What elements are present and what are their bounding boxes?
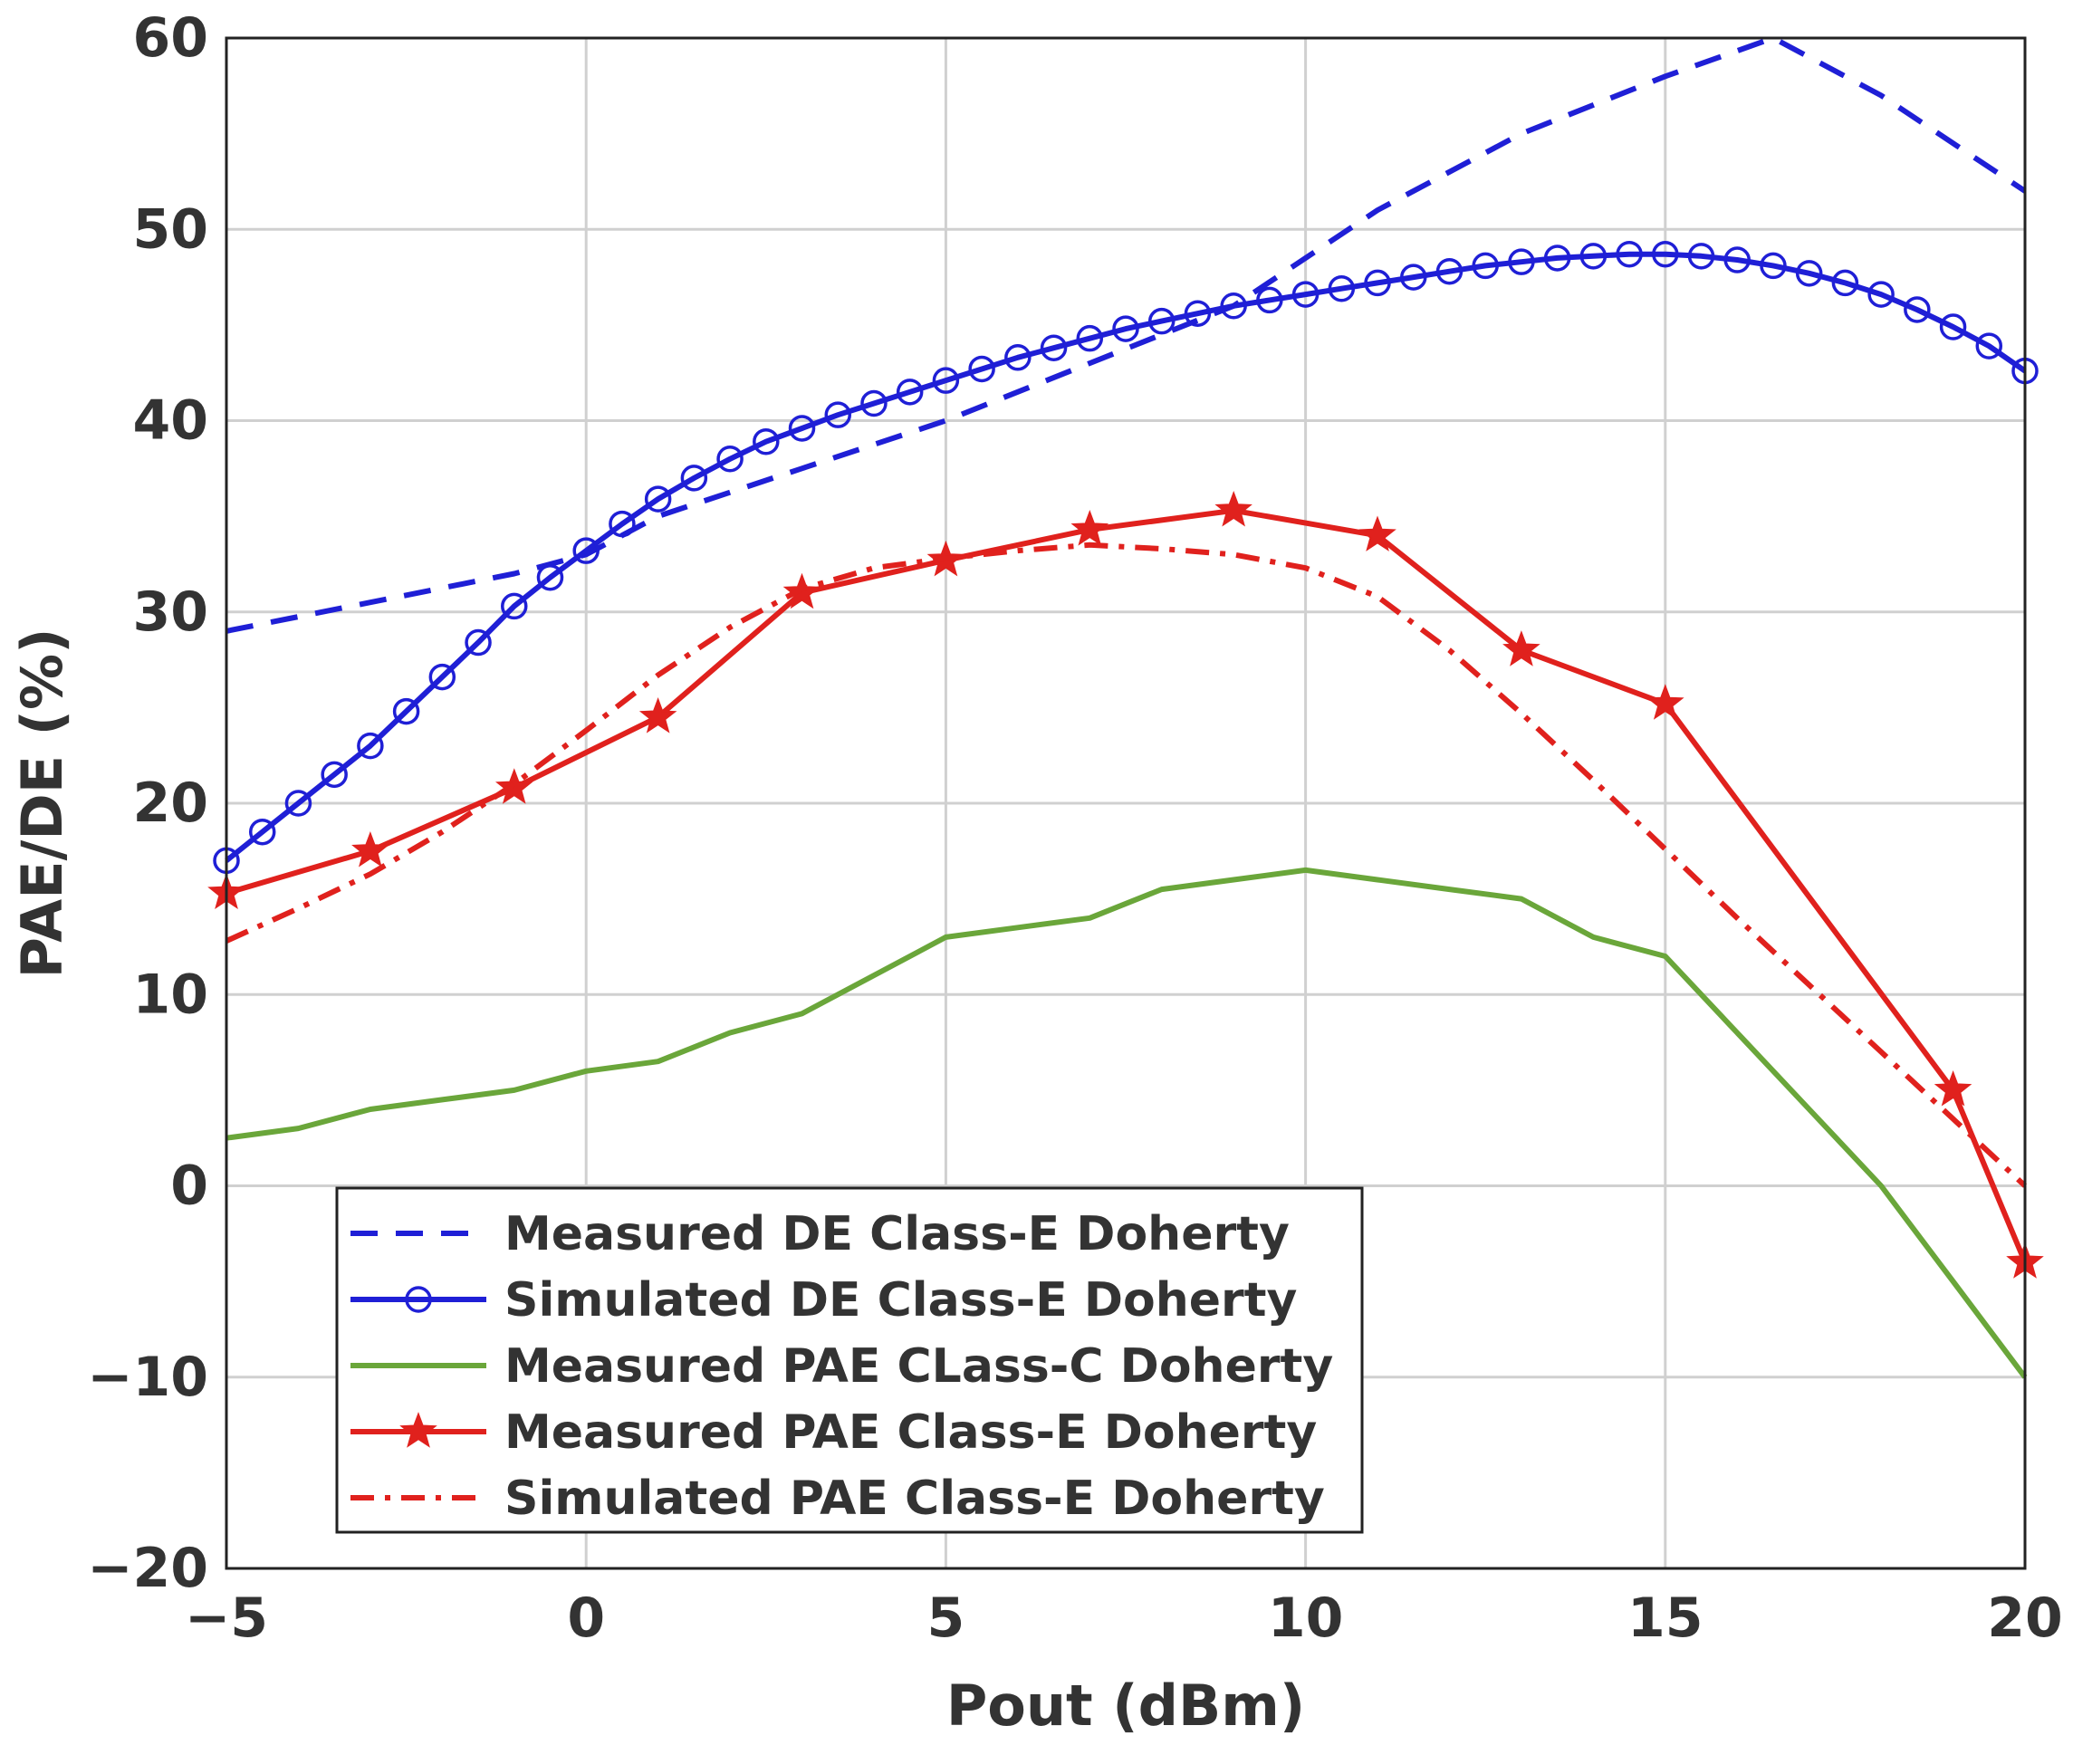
data-point-marker <box>1904 296 1931 323</box>
x-tick-label: 10 <box>1268 1587 1344 1650</box>
data-point-marker <box>1646 684 1684 720</box>
legend-item: Measured PAE CLass-C Doherty <box>350 1339 1333 1394</box>
data-point-marker <box>1358 515 1396 551</box>
data-point-marker <box>1291 281 1320 308</box>
data-point-marker <box>572 537 600 564</box>
data-point-marker <box>1831 269 1859 297</box>
data-point-marker <box>465 628 492 657</box>
data-point-marker <box>1687 243 1715 270</box>
data-point-marker <box>788 415 816 442</box>
legend-label: Simulated DE Class-E Doherty <box>504 1273 1297 1328</box>
data-point-marker <box>753 427 780 455</box>
data-point-marker <box>1076 324 1104 352</box>
data-point-marker <box>860 389 888 417</box>
legend-item: Measured DE Class-E Doherty <box>350 1207 1290 1261</box>
legend-label: Measured DE Class-E Doherty <box>504 1207 1290 1261</box>
tick-labels: −5 0 5 10 15 20 −20 −10 0 10 20 30 40 50 60 <box>87 6 2063 1650</box>
x-tick-label: −5 <box>185 1587 268 1650</box>
data-point-marker <box>1400 264 1427 291</box>
legend-label: Measured PAE Class-E Doherty <box>504 1405 1317 1460</box>
legend-marker <box>405 1286 432 1313</box>
data-point-marker <box>1214 490 1252 527</box>
data-point-marker <box>1508 248 1535 275</box>
data-point-marker <box>351 830 389 868</box>
data-point-marker <box>1328 274 1356 302</box>
data-point-marker <box>1147 307 1176 335</box>
y-tick-label: 50 <box>133 197 209 261</box>
y-tick-label: 10 <box>133 963 209 1026</box>
x-tick-label: 5 <box>927 1587 965 1650</box>
legend-marker <box>399 1412 437 1448</box>
series-measured-de-class-e-doherty <box>226 35 2027 634</box>
data-point-marker <box>644 485 672 513</box>
series-line <box>225 542 2028 1188</box>
data-point-marker <box>1040 334 1068 361</box>
axes-frame <box>225 36 2027 1570</box>
y-tick-label: 0 <box>170 1155 208 1218</box>
data-point-marker <box>1502 630 1540 666</box>
data-point-marker <box>248 818 276 846</box>
legend-item: Simulated PAE Class-E Doherty <box>350 1472 1325 1526</box>
legend-item: Simulated DE Class-E Doherty <box>350 1273 1297 1328</box>
data-point-marker <box>1760 252 1787 280</box>
series-simulated-pae-class-e-doherty <box>225 542 2028 1188</box>
data-point-marker <box>1652 240 1679 268</box>
legend: Measured DE Class-E Doherty Simulated DE … <box>335 1186 1364 1534</box>
data-point-marker <box>1112 315 1139 342</box>
data-point-marker <box>1070 510 1109 546</box>
y-tick-label: −20 <box>87 1537 208 1600</box>
data-point-marker <box>1256 286 1283 314</box>
data-point-marker <box>1543 244 1571 272</box>
y-tick-label: −10 <box>87 1346 208 1409</box>
data-point-marker <box>1220 292 1247 320</box>
x-tick-label: 20 <box>1987 1587 2063 1650</box>
data-point-marker <box>1934 1070 1972 1107</box>
series-layer <box>207 35 2044 1379</box>
data-point-marker <box>284 790 312 817</box>
data-point-marker <box>1795 260 1823 287</box>
data-point-marker <box>1867 281 1895 308</box>
y-tick-label: 20 <box>133 772 209 835</box>
series-measured-pae-class-c-doherty <box>226 867 2028 1379</box>
data-point-marker <box>1975 332 2003 360</box>
data-point-marker <box>932 367 960 394</box>
data-point-marker <box>357 732 384 760</box>
data-point-marker <box>1939 313 1967 340</box>
data-point-marker <box>1723 246 1751 273</box>
x-axis-label: Pout (dBm) <box>946 1673 1305 1739</box>
data-point-marker <box>1364 269 1391 297</box>
data-point-marker <box>638 697 677 733</box>
data-point-marker <box>321 761 348 789</box>
data-point-marker <box>536 563 564 591</box>
data-point-marker <box>1579 243 1608 270</box>
data-point-marker <box>968 355 995 383</box>
series-line <box>226 35 2027 634</box>
legend-label: Measured PAE CLass-C Doherty <box>504 1339 1333 1394</box>
data-point-marker <box>1004 344 1032 371</box>
y-tick-label: 60 <box>133 6 209 70</box>
legend-label: Simulated PAE Class-E Doherty <box>504 1472 1325 1526</box>
data-point-marker <box>1472 252 1499 280</box>
legend-box <box>335 1186 1364 1534</box>
data-point-marker <box>501 592 528 620</box>
data-point-marker <box>609 510 636 538</box>
y-axis-label: PAE/DE (%) <box>9 628 75 979</box>
y-tick-label: 40 <box>133 389 209 453</box>
data-point-marker <box>428 663 456 691</box>
series-line <box>226 867 2028 1379</box>
x-tick-label: 0 <box>567 1587 605 1650</box>
data-point-marker <box>896 379 924 406</box>
data-point-marker <box>1184 300 1212 327</box>
series-simulated-de-class-e-doherty <box>213 240 2039 875</box>
legend-item: Measured PAE Class-E Doherty <box>350 1405 1317 1460</box>
data-point-marker <box>1435 257 1464 285</box>
data-point-marker <box>716 446 744 473</box>
data-point-marker <box>1616 240 1643 268</box>
y-tick-label: 30 <box>133 580 209 644</box>
data-point-marker <box>680 465 708 492</box>
data-point-marker <box>392 697 420 725</box>
x-tick-label: 15 <box>1627 1587 1704 1650</box>
data-point-marker <box>824 401 851 428</box>
